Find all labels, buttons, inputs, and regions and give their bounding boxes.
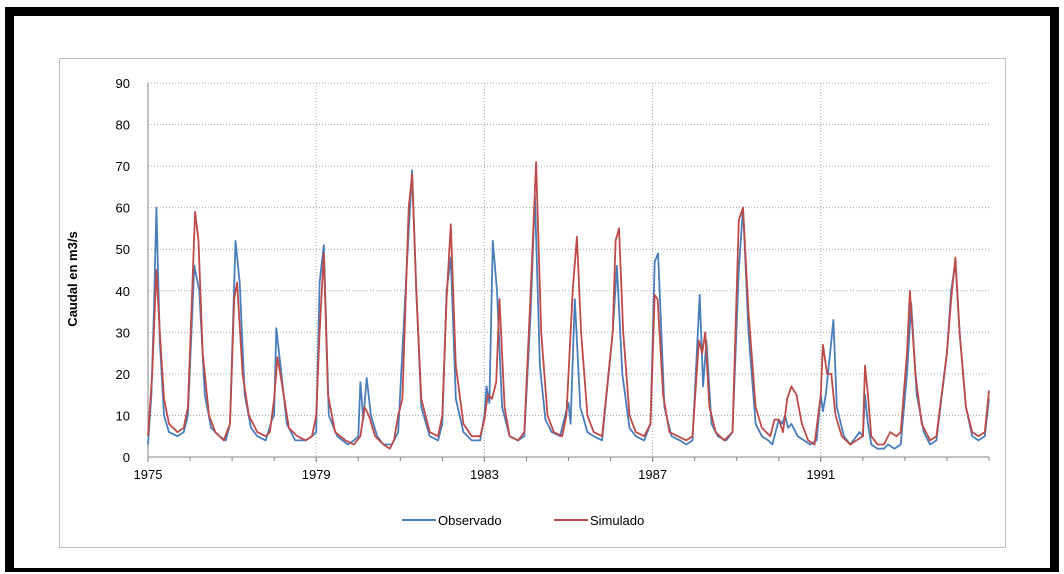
y-tick-label: 60 [116,201,130,216]
y-axis-label: Caudal en m3/s [65,231,80,326]
y-tick-label: 80 [116,118,130,133]
series-line-observado [147,169,990,450]
y-tick-label: 50 [116,242,130,257]
y-tick-label: 70 [116,159,130,174]
y-tick-label: 30 [116,325,130,340]
chart-panel: 0 10 20 30 40 50 60 70 80 90 1975 1979 1983 1987 1991 … [59,58,1006,548]
y-tick-label: 90 [116,76,130,91]
legend-label-observado: Observado [438,513,502,528]
x-tick-label: 1991 [806,467,835,482]
outer-border [5,7,1059,572]
x-tick-label: 1979 [302,467,331,482]
legend-label-simulado: Simulado [590,513,644,528]
axis-layer: 0 10 20 30 40 50 60 70 80 90 1975 1979 1983 1987 1991 [116,76,990,482]
series-layer [147,161,990,450]
x-tick-label: 1987 [638,467,667,482]
y-tick-label: 20 [116,367,130,382]
legend: Observado Simulado [402,513,644,528]
series-line-simulado [147,161,990,450]
y-tick-label: 10 [116,408,130,423]
x-tick-label: 1975 [134,467,163,482]
x-tick-label: 1983 [470,467,499,482]
y-tick-label: 0 [123,450,130,465]
y-tick-label: 40 [116,284,130,299]
